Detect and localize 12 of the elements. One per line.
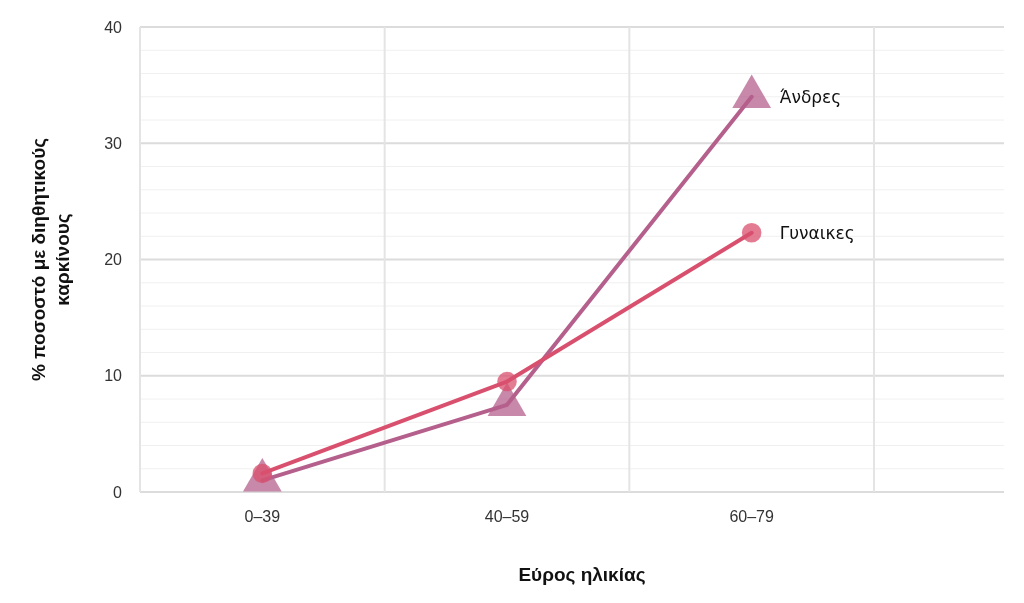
x-tick-label: 40–59	[484, 508, 530, 525]
y-axis-title: % ποσοστό με διηθητικούς καρκίνους	[28, 137, 73, 382]
series-label: Άνδρες	[779, 86, 842, 107]
series-label: Γυναικες	[779, 222, 855, 243]
y-tick-label: 40	[104, 18, 123, 36]
x-tick-label: 60–79	[729, 508, 775, 525]
y-tick-label: 30	[104, 134, 123, 152]
y-tick-label: 20	[104, 251, 123, 269]
x-axis-title: Εύρος ηλικίας	[518, 564, 646, 585]
y-tick-label: 10	[104, 367, 123, 385]
y-tick-label: 0	[113, 483, 123, 501]
x-tick-label: 0–39	[244, 508, 281, 525]
